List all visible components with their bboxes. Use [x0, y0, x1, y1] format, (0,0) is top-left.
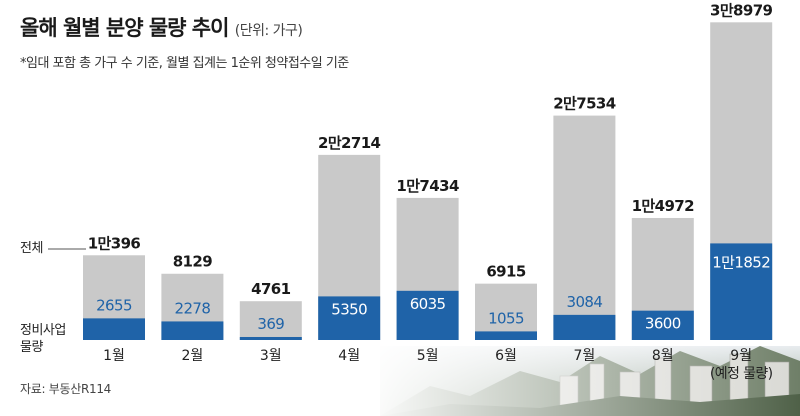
category-label-9: 9월: [730, 348, 752, 364]
bar-redevelopment-8: [631, 310, 694, 340]
label-total-1: 1만396: [88, 234, 141, 252]
label-redevelopment-5: 6035: [410, 295, 446, 313]
bar-redevelopment-7: [553, 314, 616, 340]
category-label-7: 7월: [574, 348, 596, 364]
category-label-4: 4월: [338, 348, 360, 364]
legend-redevelopment: 정비사업 물량: [20, 322, 66, 356]
legend-redev-line2: 물량: [20, 340, 43, 355]
label-total-6: 6915: [486, 263, 526, 281]
bar-total-6: [475, 283, 537, 340]
bar-redevelopment-3: [239, 336, 302, 340]
label-total-2: 8129: [173, 253, 213, 271]
label-total-3: 4761: [251, 280, 291, 298]
bar-redevelopment-2: [161, 321, 224, 340]
chart-title: 올해 월별 분양 물량 추이 (단위: 가구): [20, 12, 303, 42]
label-redevelopment-4: 5350: [331, 300, 367, 318]
bar-redevelopment-1: [83, 318, 145, 340]
legend-total-label: 전체: [20, 241, 43, 256]
labels-group: 1만396 2655 1월 8129 2278 2월 4761 369 3월 2만2714 5350…: [88, 1, 774, 382]
category-label-2: 2월: [182, 348, 204, 364]
bar-redevelopment-4: [318, 296, 381, 340]
label-total-7: 2만7534: [553, 95, 616, 113]
bar-redevelopment-9: [710, 243, 773, 340]
label-total-9: 3만8979: [710, 1, 773, 19]
legend-total: 전체: [20, 240, 43, 257]
bar-redevelopment-6: [475, 331, 537, 340]
label-total-8: 1만4972: [632, 197, 695, 215]
category-label-8: 8월: [652, 348, 674, 364]
category-label-5: 5월: [417, 348, 439, 364]
label-redevelopment-9: 1만1852: [712, 253, 770, 271]
category-label-3: 3월: [260, 348, 282, 364]
label-redevelopment-6: 1055: [488, 309, 524, 327]
label-redevelopment-2: 2278: [175, 299, 211, 317]
chart-note: *임대 포함 총 가구 수 기준, 월별 집계는 1순위 청약접수일 기준: [20, 56, 349, 71]
label-redevelopment-8: 3600: [645, 315, 681, 333]
bars-group: [83, 22, 773, 341]
category-label-1: 1월: [103, 348, 125, 364]
label-total-4: 2만2714: [318, 134, 381, 152]
label-redevelopment-3: 369: [257, 315, 284, 333]
unit-label: (단위: 가구): [234, 23, 303, 39]
label-total-5: 1만7434: [396, 177, 459, 195]
category-sublabel-9: (예정 물량): [710, 366, 773, 382]
bar-total-7: [553, 115, 616, 340]
label-redevelopment-7: 3084: [567, 293, 603, 311]
bar-redevelopment-5: [396, 290, 459, 340]
legend-total-leader: [48, 248, 86, 250]
category-label-6: 6월: [495, 348, 517, 364]
source-note: 자료: 부동산R114: [20, 382, 112, 396]
label-redevelopment-1: 2655: [96, 296, 132, 314]
bar-total-3: [239, 301, 302, 340]
title-text: 올해 월별 분양 물량 추이: [20, 16, 229, 40]
legend-redev-line1: 정비사업: [20, 323, 66, 338]
